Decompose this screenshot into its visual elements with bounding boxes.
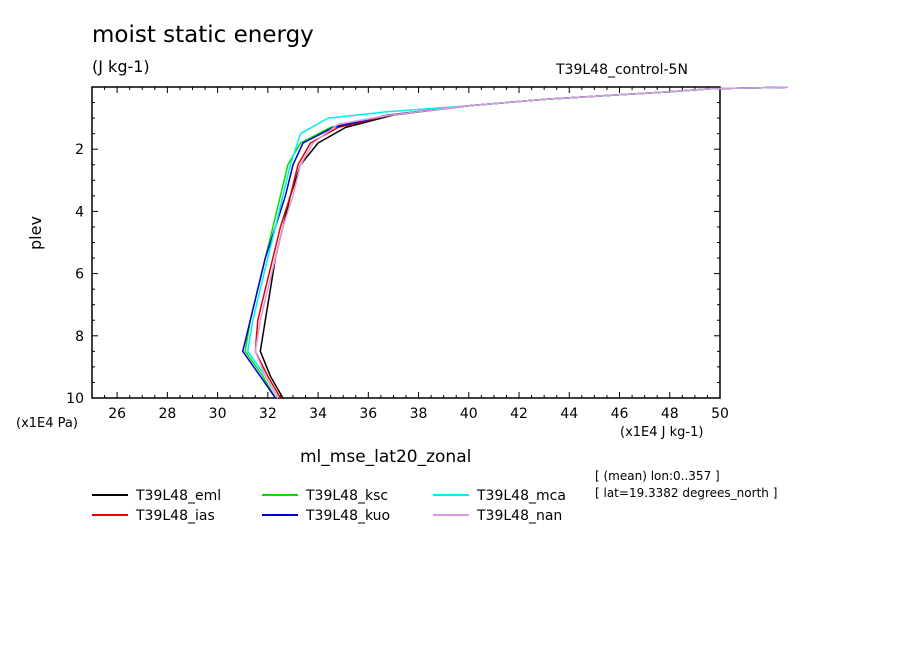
x-axis-units: (x1E4 J kg-1) xyxy=(620,425,704,440)
plot-frame xyxy=(91,86,721,399)
y-tick-label: 6 xyxy=(75,267,84,283)
series-line-T39L48_nan xyxy=(254,86,788,399)
x-tick-label: 50 xyxy=(711,406,729,422)
x-tick-label: 40 xyxy=(460,406,478,422)
series-line-T39L48_mca xyxy=(246,86,788,399)
x-tick-label: 26 xyxy=(108,406,126,422)
x-tick-label: 34 xyxy=(309,406,327,422)
y-tick-label: 2 xyxy=(75,142,84,158)
y-tick-label: 8 xyxy=(75,329,84,345)
x-tick-label: 48 xyxy=(661,406,679,422)
run-label: T39L48_control-5N xyxy=(556,62,688,78)
x-tick-label: 28 xyxy=(158,406,176,422)
x-tick-label: 36 xyxy=(359,406,377,422)
x-tick-label: 32 xyxy=(259,406,277,422)
legend-label: T39L48_kuo xyxy=(305,508,390,524)
legend-label: T39L48_mca xyxy=(476,488,566,504)
y-tick-label: 4 xyxy=(75,204,84,220)
series-line-T39L48_eml xyxy=(259,86,788,399)
y-tick-label: 10 xyxy=(66,391,84,407)
chart-units: (J kg-1) xyxy=(92,57,150,76)
x-tick-label: 44 xyxy=(560,406,578,422)
x-tick-label: 42 xyxy=(510,406,528,422)
info-mean-lon: [ (mean) lon:0..357 ] xyxy=(595,469,720,483)
x-tick-label: 38 xyxy=(410,406,428,422)
info-lat: [ lat=19.3382 degrees_north ] xyxy=(595,486,778,500)
legend-label: T39L48_nan xyxy=(476,508,562,524)
legend-label: T39L48_ias xyxy=(135,508,215,524)
legend-label: T39L48_eml xyxy=(135,488,221,504)
chart-title: moist static energy xyxy=(92,22,314,48)
y-axis-units: (x1E4 Pa) xyxy=(16,416,78,431)
x-tick-label: 30 xyxy=(209,406,227,422)
variable-name: ml_mse_lat20_zonal xyxy=(300,447,472,467)
legend-label: T39L48_ksc xyxy=(305,488,388,504)
x-tick-label: 46 xyxy=(611,406,629,422)
